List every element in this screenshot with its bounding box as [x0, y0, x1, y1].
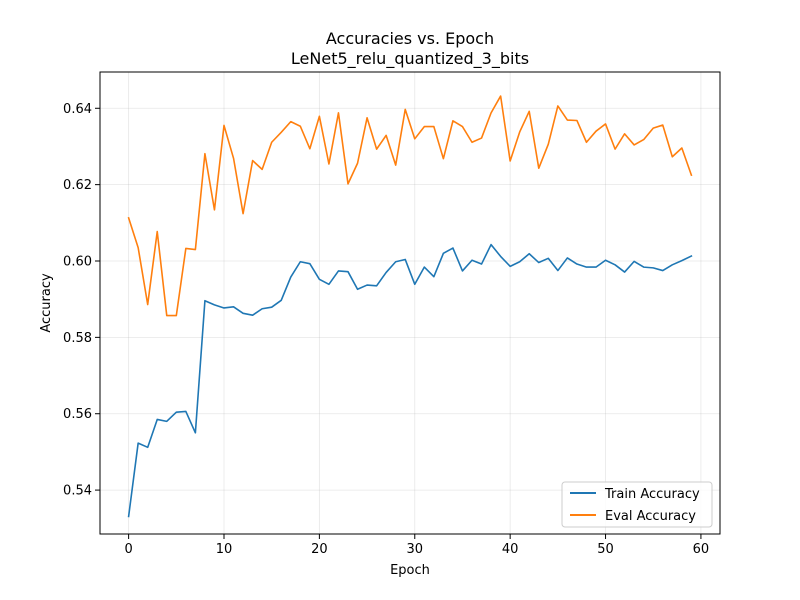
y-axis-ticks: 0.54 0.56 0.58 0.60 0.62 0.64 [63, 102, 100, 499]
x-tick-label: 60 [693, 542, 710, 557]
x-tick-label: 50 [597, 542, 614, 557]
y-tick-label: 0.58 [63, 331, 92, 346]
legend-box [561, 481, 713, 528]
series-lines [127, 95, 693, 518]
series-line-eval [127, 95, 693, 317]
series-line-train [127, 243, 693, 518]
y-tick-label: 0.62 [63, 178, 92, 193]
y-axis-label: Accuracy [39, 273, 54, 333]
grid [100, 72, 720, 534]
legend-label-eval: Eval Accuracy [605, 509, 696, 524]
x-axis-label: Epoch [390, 563, 430, 578]
y-tick-label: 0.64 [63, 102, 92, 117]
y-tick-label: 0.56 [63, 407, 92, 422]
x-tick-label: 30 [406, 542, 423, 557]
x-tick-label: 0 [124, 542, 132, 557]
x-tick-label: 20 [311, 542, 328, 557]
plot-frame [99, 71, 721, 535]
x-axis-ticks: 0 10 20 30 40 50 60 [124, 534, 709, 557]
y-tick-label: 0.60 [63, 255, 92, 270]
legend: Train Accuracy Eval Accuracy [561, 481, 713, 528]
y-tick-label: 0.54 [63, 484, 92, 499]
x-tick-label: 40 [502, 542, 519, 557]
x-tick-label: 10 [216, 542, 233, 557]
chart-title: Accuracies vs. Epoch [326, 29, 494, 48]
legend-label-train: Train Accuracy [604, 487, 700, 502]
chart-subtitle: LeNet5_relu_quantized_3_bits [291, 49, 529, 69]
